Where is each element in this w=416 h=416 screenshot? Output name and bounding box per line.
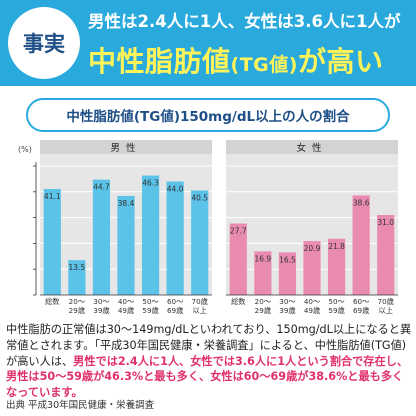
- bar: [254, 251, 272, 295]
- bar-chart: (%) 男性41.1総数13.520～29歳44.730～39歳38.440～49…: [18, 140, 398, 315]
- data-label: 16.5: [279, 255, 296, 264]
- headline-male-ratio: 2.4人に1人: [137, 12, 228, 31]
- x-tick-label: 50～: [328, 297, 344, 306]
- chart-subtitle: 中性脂肪値(TG値)150mg/dL以上の人の割合: [26, 98, 390, 132]
- data-label: 16.9: [255, 254, 272, 263]
- data-label: 38.4: [118, 199, 135, 208]
- x-tick-label: 総数: [45, 297, 59, 306]
- bar: [327, 238, 346, 295]
- panel-header: [40, 140, 212, 154]
- bar: [43, 188, 61, 295]
- x-tick-label: 以上: [379, 306, 393, 315]
- description-paragraph: 中性脂肪の正常値は30～149mg/dLといわれており、150mg/dL以上にな…: [6, 322, 412, 401]
- x-tick-label: 39歳: [279, 306, 295, 315]
- x-tick-label: 70歳: [192, 297, 208, 306]
- bar: [229, 223, 247, 295]
- panel-header: [226, 140, 398, 154]
- data-label: 41.1: [44, 192, 61, 201]
- x-tick-label: 59歳: [328, 306, 344, 315]
- legend-label: 女性: [296, 142, 327, 154]
- bar: [191, 190, 209, 295]
- bar: [117, 195, 135, 295]
- x-tick-label: 49歳: [118, 306, 134, 315]
- x-tick-label: 69歳: [167, 306, 183, 315]
- x-tick-label: 30～: [279, 297, 295, 306]
- data-label: 44.7: [93, 183, 110, 192]
- data-label: 20.9: [304, 244, 321, 253]
- data-label: 21.8: [328, 242, 345, 251]
- headline-female-ratio: 3.6人に1人: [293, 12, 384, 31]
- data-label: 46.3: [142, 179, 159, 188]
- data-label: 31.0: [377, 218, 394, 227]
- x-tick-label: 40～: [118, 297, 134, 306]
- data-label: 44.0: [167, 184, 184, 193]
- x-tick-label: 以上: [193, 306, 207, 315]
- headline-main-tg: (TG値): [230, 54, 298, 76]
- x-tick-label: 70歳: [378, 297, 394, 306]
- y-unit-label: (%): [18, 145, 32, 154]
- bar: [92, 179, 111, 295]
- x-tick-label: 60～: [167, 297, 183, 306]
- x-tick-label: 20～: [255, 297, 271, 306]
- description-highlight: 男性では2.4人に1人、女性では3.6人に1人という割合で存在し、男性は50～5…: [6, 354, 409, 400]
- headline-text: 男性は: [88, 12, 138, 31]
- x-tick-label: 総数: [231, 297, 245, 306]
- data-label: 27.7: [230, 227, 247, 236]
- data-label: 13.5: [69, 263, 86, 272]
- description-text: 中性脂肪の正常値は30～149mg/dLといわれており、150mg/dL以上にな…: [6, 323, 412, 368]
- fact-badge: 事実: [8, 7, 80, 79]
- bar: [303, 241, 321, 295]
- bar: [278, 252, 297, 295]
- x-tick-label: 20～: [69, 297, 85, 306]
- x-tick-label: 29歳: [69, 306, 85, 315]
- legend-label: 男性: [110, 142, 141, 154]
- x-tick-label: 30～: [93, 297, 109, 306]
- x-tick-label: 59歳: [142, 306, 158, 315]
- bar: [377, 215, 395, 295]
- bar: [141, 175, 160, 295]
- x-tick-label: 29歳: [255, 306, 271, 315]
- data-label: 38.6: [353, 198, 370, 207]
- data-label: 40.5: [191, 194, 208, 203]
- x-tick-label: 49歳: [304, 306, 320, 315]
- x-tick-label: 60～: [353, 297, 369, 306]
- x-tick-label: 50～: [142, 297, 158, 306]
- bar: [352, 195, 370, 295]
- headline-main-text: 中性脂肪値: [88, 45, 231, 78]
- bar: [68, 260, 86, 295]
- headline-main-text: が高い: [297, 45, 384, 78]
- headline-ratio: 男性は2.4人に1人、女性は3.6人に1人が: [88, 8, 400, 32]
- header-banner: 事実 男性は2.4人に1人、女性は3.6人に1人が 中性脂肪値(TG値)が高い: [0, 0, 416, 86]
- x-tick-label: 39歳: [93, 306, 109, 315]
- x-tick-label: 40～: [304, 297, 320, 306]
- headline-text: が: [383, 12, 401, 31]
- source-note: 出典 平成30年国民健康・栄養調査: [6, 400, 155, 411]
- bar: [166, 181, 184, 295]
- x-tick-label: 69歳: [353, 306, 369, 315]
- headline-main: 中性脂肪値(TG値)が高い: [88, 40, 383, 80]
- headline-text: 、女性は: [227, 12, 294, 31]
